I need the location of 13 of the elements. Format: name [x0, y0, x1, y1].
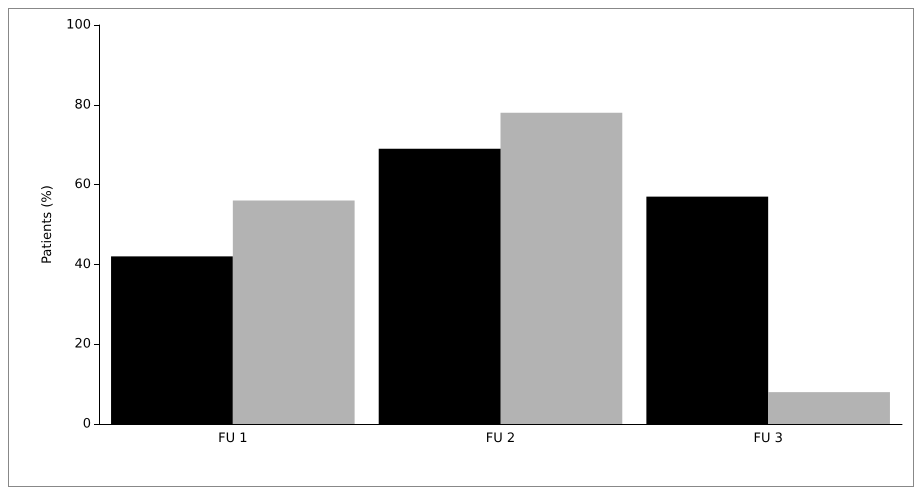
y-axis-title: Patients (%) [40, 185, 55, 264]
y-tick-label: 20 [74, 336, 91, 352]
x-tick-label: FU 1 [218, 431, 248, 446]
x-tick-label: FU 3 [753, 431, 783, 446]
x-tick-label: FU 2 [486, 431, 516, 446]
y-tick-label: 40 [74, 256, 91, 272]
y-tick-label: 0 [82, 416, 91, 432]
bar [500, 112, 622, 424]
y-tick-label: 80 [74, 97, 91, 112]
y-tick-label: 100 [66, 18, 91, 32]
y-tick-label: 60 [74, 177, 91, 192]
bar [768, 392, 890, 424]
bar [232, 200, 355, 424]
